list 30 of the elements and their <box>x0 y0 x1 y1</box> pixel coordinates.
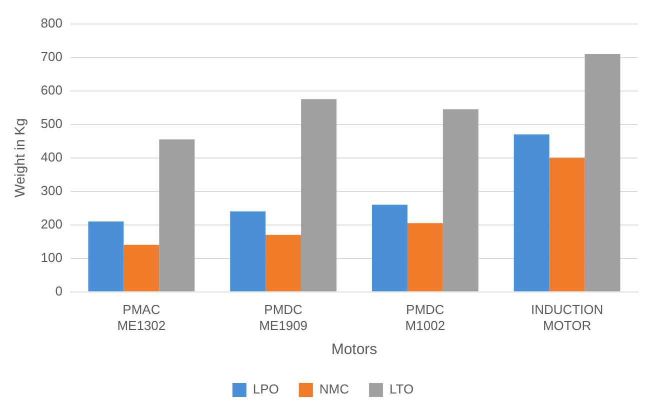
bar <box>584 54 620 292</box>
bar <box>230 211 266 292</box>
bar <box>407 223 443 292</box>
x-tick-label: INDUCTION MOTOR <box>530 302 604 333</box>
y-axis-title: Weight in Kg <box>11 118 28 198</box>
y-tick-label: 300 <box>40 182 62 198</box>
y-tick-label: 800 <box>40 15 62 30</box>
y-tick-label: 500 <box>40 116 62 131</box>
y-tick-label: 0 <box>55 283 62 298</box>
x-tick-label: PMDC M1002 <box>405 302 446 333</box>
bar <box>159 139 195 292</box>
legend-label: LPO <box>252 382 279 397</box>
x-tick-label: PMAC ME1302 <box>117 302 166 333</box>
bar <box>301 99 337 292</box>
legend-label: NMC <box>319 382 350 397</box>
y-tick-label: 600 <box>40 82 62 98</box>
x-tick-label: PMDC ME1909 <box>259 302 308 333</box>
y-tick-label: 200 <box>40 216 62 232</box>
y-tick-label: 700 <box>40 48 62 64</box>
y-tick-label: 100 <box>40 250 62 265</box>
bar <box>514 134 550 292</box>
bar <box>549 158 585 292</box>
y-tick-label: 400 <box>40 149 62 164</box>
bar <box>88 221 124 292</box>
bar <box>124 244 160 292</box>
bar <box>442 109 478 292</box>
x-axis-title: Motors <box>331 341 378 358</box>
bar <box>372 204 408 292</box>
bar <box>266 234 302 292</box>
legend-label: LTO <box>390 382 414 397</box>
